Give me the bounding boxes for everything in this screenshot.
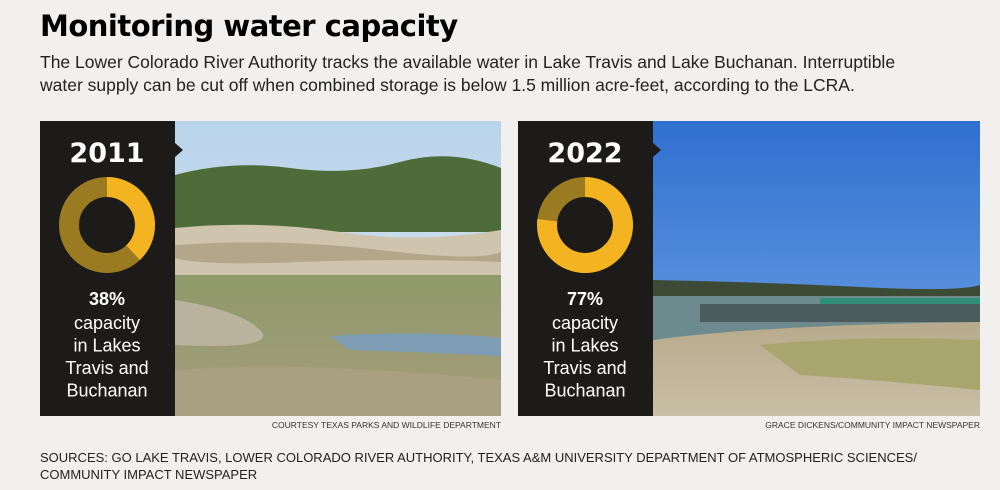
donut-segment	[106, 177, 155, 260]
year: 2022	[547, 138, 622, 169]
sources: COMMUNITY IMPACT NEWSPAPER	[40, 467, 257, 482]
title: Monitoring water capacity	[40, 9, 458, 43]
caption: Travis and	[65, 358, 148, 378]
value-label: 38%	[89, 289, 125, 309]
caption: in Lakes	[73, 336, 140, 356]
value-label: 77%	[567, 289, 603, 309]
caption: capacity	[552, 313, 618, 333]
photo	[175, 121, 501, 416]
caption: Buchanan	[66, 381, 147, 401]
description: The Lower Colorado River Authority track…	[40, 52, 895, 72]
caption: Travis and	[543, 358, 626, 378]
photo	[653, 121, 980, 416]
sources: SOURCES: GO LAKE TRAVIS, LOWER COLORADO …	[40, 450, 917, 465]
description: water supply can be cut off when combine…	[39, 75, 855, 95]
pointer	[175, 143, 183, 157]
pointer	[653, 143, 661, 157]
photo-credit: GRACE DICKENS/COMMUNITY IMPACT NEWSPAPER	[765, 420, 980, 430]
donut-segment	[537, 177, 633, 273]
caption: capacity	[74, 313, 140, 333]
caption: Buchanan	[544, 381, 625, 401]
caption: in Lakes	[551, 336, 618, 356]
year: 2011	[69, 138, 144, 169]
photo-credit: COURTESY TEXAS PARKS AND WILDLIFE DEPART…	[272, 420, 501, 430]
